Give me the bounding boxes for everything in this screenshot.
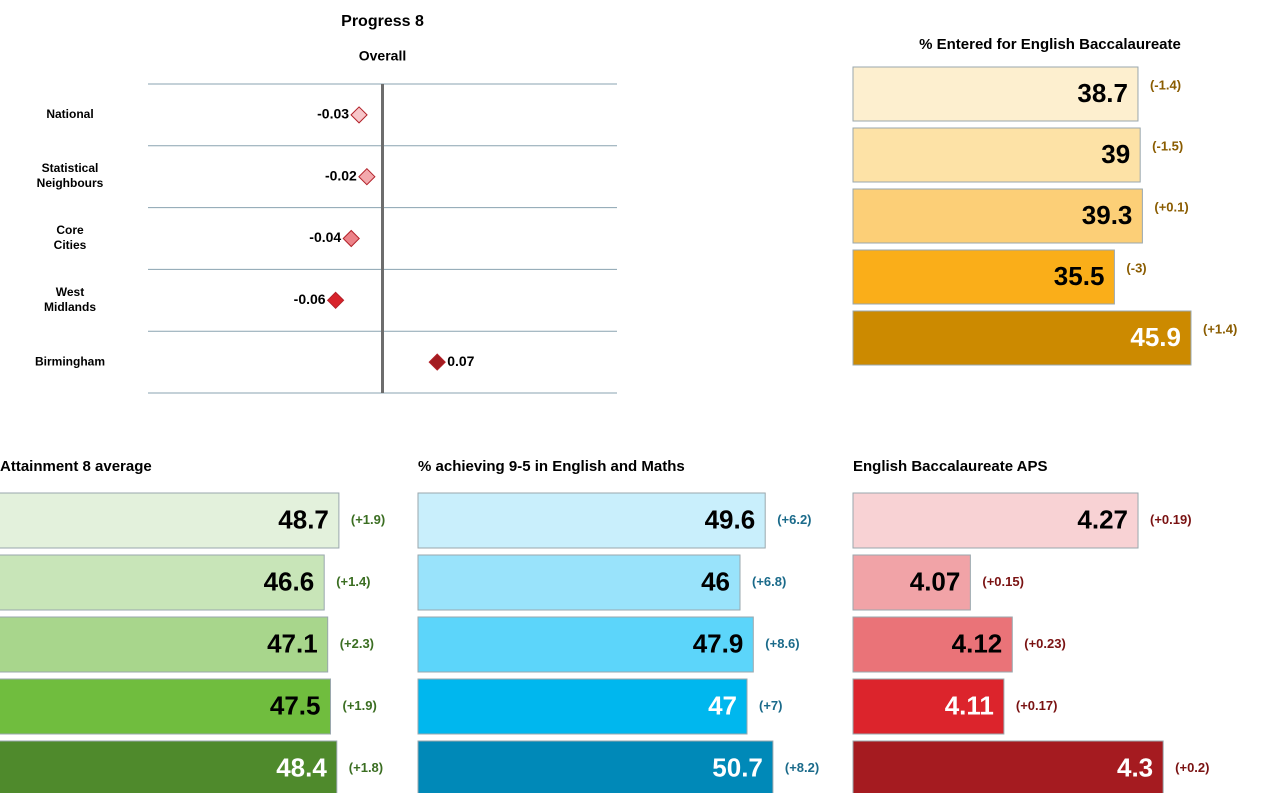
value-label: 4.11 (945, 690, 994, 720)
bar (417, 554, 741, 611)
bar (852, 554, 971, 611)
value-label: 49.6 (705, 504, 756, 534)
change-label: (+8.2) (785, 760, 819, 775)
value-label: -0.04 (309, 229, 341, 245)
chart-title: % Entered for English Baccalaureate (919, 36, 1181, 53)
change-label: (+7) (759, 698, 782, 713)
change-label: (+0.1) (1154, 199, 1188, 214)
value-label: 48.7 (278, 504, 329, 534)
category-label: Core Cities (54, 223, 87, 252)
value-label: 4.07 (910, 566, 961, 596)
diamond (428, 353, 446, 371)
change-label: (+0.2) (1175, 760, 1209, 775)
diamond (342, 229, 360, 248)
diamond (326, 291, 345, 310)
change-label: (-1.5) (1152, 138, 1183, 153)
bar (417, 678, 748, 735)
value-label: 47.9 (693, 628, 744, 658)
change-label: (+1.4) (336, 574, 370, 589)
category-label: Birmingham (35, 354, 105, 368)
change-label: (+1.4) (1203, 321, 1237, 336)
value-label: 47.1 (267, 628, 318, 658)
value-label: 48.4 (276, 752, 327, 782)
value-label: 45.9 (1130, 322, 1181, 352)
change-label: (+2.3) (340, 636, 374, 651)
change-label: (+1.9) (343, 698, 377, 713)
bar (417, 492, 766, 549)
bar (852, 249, 1115, 305)
value-label: 35.5 (1054, 261, 1105, 291)
change-label: (+0.15) (982, 574, 1024, 589)
value-label: -0.02 (325, 167, 357, 183)
bar (0, 492, 340, 549)
bar (0, 616, 329, 673)
category-label: Statistical Neighbours (37, 161, 104, 190)
change-label: (-3) (1126, 260, 1146, 275)
bar (852, 310, 1192, 366)
bar (0, 740, 338, 793)
value-label: 46.6 (264, 566, 315, 596)
chart-title: Attainment 8 average (0, 458, 152, 475)
bar (417, 740, 774, 793)
value-label: 4.3 (1117, 752, 1153, 782)
value-label: 46 (701, 566, 730, 596)
value-label: 47 (708, 690, 737, 720)
change-label: (+6.8) (752, 574, 786, 589)
chart-title: % achieving 9-5 in English and Maths (418, 458, 685, 475)
value-label: 39.3 (1082, 200, 1133, 230)
bar (852, 740, 1164, 793)
change-label: (+6.2) (777, 512, 811, 527)
change-label: (+0.19) (1150, 512, 1192, 527)
value-label: -0.03 (317, 106, 349, 122)
bar (852, 678, 1005, 735)
diamond (350, 106, 368, 124)
category-label: National (46, 107, 93, 121)
value-label: 4.27 (1077, 504, 1128, 534)
bar (852, 127, 1141, 183)
value-label: 39 (1101, 139, 1130, 169)
value-label: 38.7 (1077, 78, 1128, 108)
change-label: (+8.6) (765, 636, 799, 651)
bar (852, 492, 1139, 549)
value-label: 4.12 (952, 628, 1003, 658)
bar (852, 188, 1143, 244)
value-label: 0.07 (447, 353, 474, 369)
change-label: (+0.17) (1016, 698, 1058, 713)
chart-subtitle: Overall (359, 48, 406, 64)
category-label: West Midlands (44, 285, 96, 314)
change-label: (+0.23) (1024, 636, 1066, 651)
diamond (358, 167, 376, 186)
chart-title: Progress 8 (341, 13, 424, 30)
change-label: (-1.4) (1150, 77, 1181, 92)
bar (0, 678, 331, 735)
bar (852, 616, 1013, 673)
value-label: 47.5 (270, 690, 321, 720)
bar (0, 554, 325, 611)
bar (417, 616, 754, 673)
change-label: (+1.8) (349, 760, 383, 775)
chart-title: English Baccalaureate APS (853, 458, 1048, 475)
change-label: (+1.9) (351, 512, 385, 527)
bar (852, 66, 1139, 122)
value-label: -0.06 (294, 291, 326, 307)
value-label: 50.7 (712, 752, 763, 782)
